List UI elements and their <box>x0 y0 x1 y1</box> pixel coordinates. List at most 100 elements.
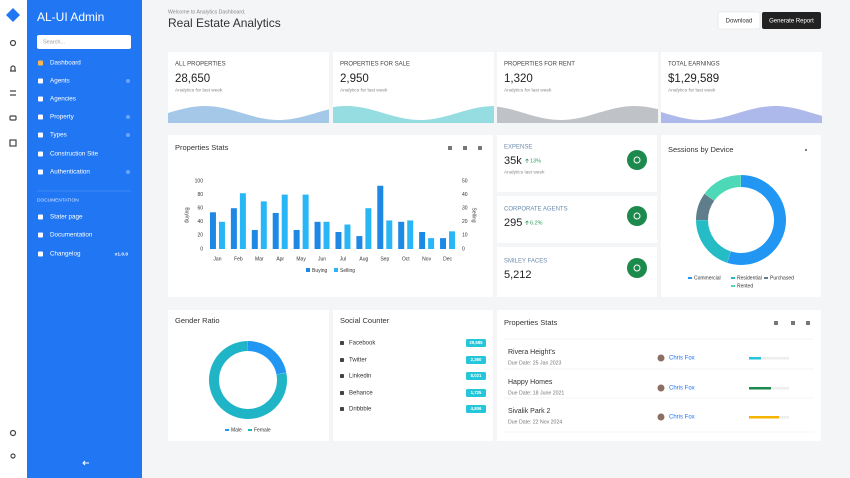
doc-item[interactable]: Changelog <box>50 251 81 258</box>
x-tick-label: Jun <box>318 256 326 262</box>
mini-label: SMILEY FACES <box>504 259 547 265</box>
bar <box>386 220 392 249</box>
bar <box>356 236 362 249</box>
menu-item[interactable]: Agencies <box>50 96 76 103</box>
menu-item[interactable]: Construction Site <box>50 151 98 158</box>
stat-note: Analytics for last week <box>340 87 388 93</box>
social-count: 4,806 <box>471 406 482 411</box>
property-name: Happy Homes <box>508 379 553 386</box>
brand: AL-UI Admin <box>37 10 104 24</box>
legend-swatch <box>731 277 735 279</box>
social-icon <box>340 358 344 362</box>
x-tick-label: Oct <box>402 256 410 262</box>
menu-item[interactable]: Dashboard <box>50 60 81 67</box>
icon-rail <box>0 0 27 478</box>
y-tick-label: 0 <box>200 246 203 252</box>
stat-value: 2,950 <box>340 73 369 85</box>
doc-item[interactable]: Stater page <box>50 214 83 221</box>
bar <box>419 232 425 249</box>
agent-avatar <box>658 355 665 362</box>
bar <box>282 195 288 249</box>
social-count: 1,725 <box>471 390 482 395</box>
chart-tool[interactable] <box>463 146 467 150</box>
doc-item[interactable]: Documentation <box>50 232 93 239</box>
agent-name[interactable]: Chris Fox <box>669 415 695 421</box>
x-tick-label: Nov <box>422 256 431 262</box>
x-tick-label: Dec <box>443 256 452 262</box>
social-icon <box>340 407 344 411</box>
menu-item[interactable]: Agents <box>50 78 70 85</box>
y-tick-label: 20 <box>197 233 203 239</box>
bar <box>407 220 413 249</box>
card-tool[interactable] <box>774 321 778 325</box>
mini-note: Analytics last week <box>504 169 545 175</box>
bar <box>210 212 216 249</box>
social-count: 29,585 <box>469 340 483 345</box>
legend-swatch <box>334 268 338 272</box>
property-due: Due Date: 25 Jan 2023 <box>508 360 561 366</box>
legend-label: Commercial <box>694 275 721 281</box>
stat-note: Analytics for last week <box>175 87 223 93</box>
bar <box>449 231 455 249</box>
search-placeholder: Search... <box>43 39 65 45</box>
mini-icon <box>627 150 647 170</box>
bar <box>294 230 300 249</box>
progress-bar <box>749 387 771 390</box>
stat-value: 1,320 <box>504 73 533 85</box>
menu-item[interactable]: Authentication <box>50 169 90 176</box>
menu-icon <box>38 79 43 84</box>
mini-label: CORPORATE AGENTS <box>504 207 568 213</box>
social-name[interactable]: Dribbble <box>349 407 372 413</box>
menu-icon <box>38 170 43 175</box>
property-due: Due Date: 18 June 2021 <box>508 390 564 396</box>
mini-icon <box>627 206 647 226</box>
card-tool[interactable] <box>791 321 795 325</box>
x-tick-label: Feb <box>234 256 243 262</box>
bar <box>377 186 383 249</box>
page-title: Real Estate Analytics <box>168 16 281 30</box>
doc-icon <box>38 233 43 238</box>
menu-expander <box>126 133 130 137</box>
agent-name[interactable]: Chris Fox <box>669 386 695 392</box>
chart-title: Properties Stats <box>175 143 229 152</box>
social-count: 2,360 <box>471 357 482 362</box>
bar <box>365 208 371 249</box>
y2-tick-label: 50 <box>462 178 468 184</box>
social-name[interactable]: Facebook <box>349 341 376 347</box>
stat-value: 28,650 <box>175 73 210 85</box>
progress-bar <box>749 357 761 360</box>
y2-tick-label: 40 <box>462 192 468 198</box>
social-name[interactable]: Twitter <box>349 358 367 364</box>
mini-label: EXPENSE <box>504 145 532 151</box>
legend-label: Selling <box>340 268 355 274</box>
social-name[interactable]: Linkedin <box>349 374 371 380</box>
stat-note: Analytics for last week <box>668 87 716 93</box>
card-title: Social Counter <box>340 316 390 325</box>
social-icon <box>340 391 344 395</box>
menu-item[interactable]: Property <box>50 114 75 121</box>
bar <box>315 222 321 249</box>
mini-value: 295 <box>504 217 522 229</box>
y2-tick-label: 10 <box>462 233 468 239</box>
agent-name[interactable]: Chris Fox <box>669 356 695 362</box>
stat-value: $1,29,589 <box>668 73 719 85</box>
menu-expander <box>126 115 130 119</box>
legend-label: Female <box>254 427 271 433</box>
menu-dots[interactable] <box>805 149 807 151</box>
chart-tool[interactable] <box>448 146 452 150</box>
chart-tool[interactable] <box>478 146 482 150</box>
card-tool[interactable] <box>806 321 810 325</box>
download-label: Download <box>726 19 753 25</box>
menu-expander <box>126 170 130 174</box>
menu-expander <box>126 79 130 83</box>
legend-label: Rented <box>737 283 753 289</box>
bar <box>219 222 225 249</box>
mini-value: 5,212 <box>504 269 532 281</box>
y-axis-label: Buying <box>184 207 190 223</box>
agent-avatar <box>658 414 665 421</box>
social-name[interactable]: Behance <box>349 391 373 397</box>
sidebar <box>27 0 142 478</box>
menu-item[interactable]: Types <box>50 132 67 139</box>
mini-value: 35k <box>504 155 522 167</box>
